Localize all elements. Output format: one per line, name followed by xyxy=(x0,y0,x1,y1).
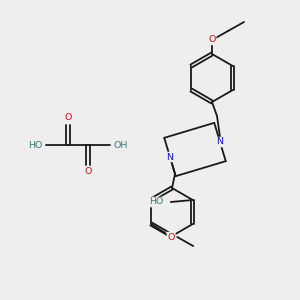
Text: HO: HO xyxy=(150,197,164,206)
Text: OH: OH xyxy=(114,140,128,149)
Text: O: O xyxy=(167,232,175,242)
Text: N: N xyxy=(167,152,173,161)
Text: N: N xyxy=(217,137,224,146)
Text: O: O xyxy=(208,35,216,44)
Text: O: O xyxy=(64,113,72,122)
Text: HO: HO xyxy=(28,140,42,149)
Text: O: O xyxy=(84,167,92,176)
